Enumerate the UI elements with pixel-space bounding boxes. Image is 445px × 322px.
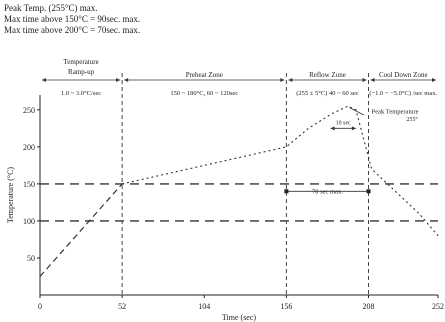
zone-arrowhead-left-2 (288, 78, 293, 82)
time-above-marker-left (284, 189, 289, 194)
zone-spec-1: 150 ~ 180°C, 60 ~ 120sec (170, 90, 238, 97)
y-tick-label-50: 50 (27, 254, 35, 263)
annotation-layer: Peak Temperature 10 sec 255° 70 sec max. (284, 107, 419, 195)
zone-name-0a: Temperature (63, 58, 98, 66)
peak-temperature-label: Peak Temperature (372, 109, 419, 116)
zone-arrowhead-right-1 (280, 78, 285, 82)
curve-layer (39, 105, 439, 277)
x-tick-label-156: 156 (280, 302, 292, 311)
y-tick-label-200: 200 (23, 143, 35, 152)
x-axis-label: Time (sec) (222, 313, 256, 322)
time-above-label: 70 sec max. (312, 188, 343, 195)
ramp-up-line (39, 183, 123, 277)
zone-arrowhead-left-0 (42, 78, 46, 82)
peak-window-head-right (351, 126, 356, 131)
zone-arrowhead-left-3 (370, 78, 375, 82)
time-above-marker-right (366, 189, 371, 194)
header-line-150: Max time above 150°C = 90sec. max. (4, 14, 141, 24)
header-line-peak: Peak Temp. (255°C) max. (4, 3, 98, 13)
zone-spec-2: (255 ± 5°C) 40 ~ 60 sec (296, 90, 359, 97)
zone-name-2: Reflow Zone (309, 71, 346, 79)
x-tick-label-252: 252 (432, 302, 444, 311)
y-tick-label-100: 100 (23, 217, 35, 226)
peak-pointer (349, 107, 364, 116)
zone-arrowhead-right-0 (116, 78, 121, 82)
zone-spec-0: 1.0 ~ 3.0°C/sec (61, 90, 101, 97)
zone-name-0b: Ramp-up (68, 68, 95, 76)
zone-name-1: Preheat Zone (186, 71, 223, 79)
peak-value-label: 255° (406, 116, 418, 123)
x-tick-label-104: 104 (198, 302, 210, 311)
zone-arrowhead-left-1 (124, 78, 129, 82)
zone-arrowhead-right-3 (432, 78, 436, 82)
peak-window-head-left (330, 126, 335, 131)
y-tick-label-150: 150 (23, 180, 35, 189)
zone-name-3: Cool Down Zone (379, 71, 428, 79)
zone-arrowhead-right-2 (362, 78, 367, 82)
chart-grid (40, 183, 438, 222)
zone-layer: Temperature Ramp-up 1.0 ~ 3.0°C/sec Preheat… (42, 58, 438, 295)
axes-layer: 0 52 104 156 208 252 50 100 150 200 250 Time (sec) T… (6, 95, 444, 322)
x-tick-label-0: 0 (38, 302, 42, 311)
header-line-200: Max time above 200°C = 70sec. max. (4, 25, 141, 35)
y-axis-label: Temperature (°C) (6, 167, 15, 224)
zone-spec-3: (−1.0 ~ −5.0°C) /sec max. (369, 90, 437, 97)
profile-curve (122, 105, 439, 237)
x-tick-label-52: 52 (118, 302, 126, 311)
x-tick-label-208: 208 (363, 302, 375, 311)
y-tick-label-250: 250 (23, 106, 35, 115)
peak-window-label: 10 sec (336, 120, 351, 126)
